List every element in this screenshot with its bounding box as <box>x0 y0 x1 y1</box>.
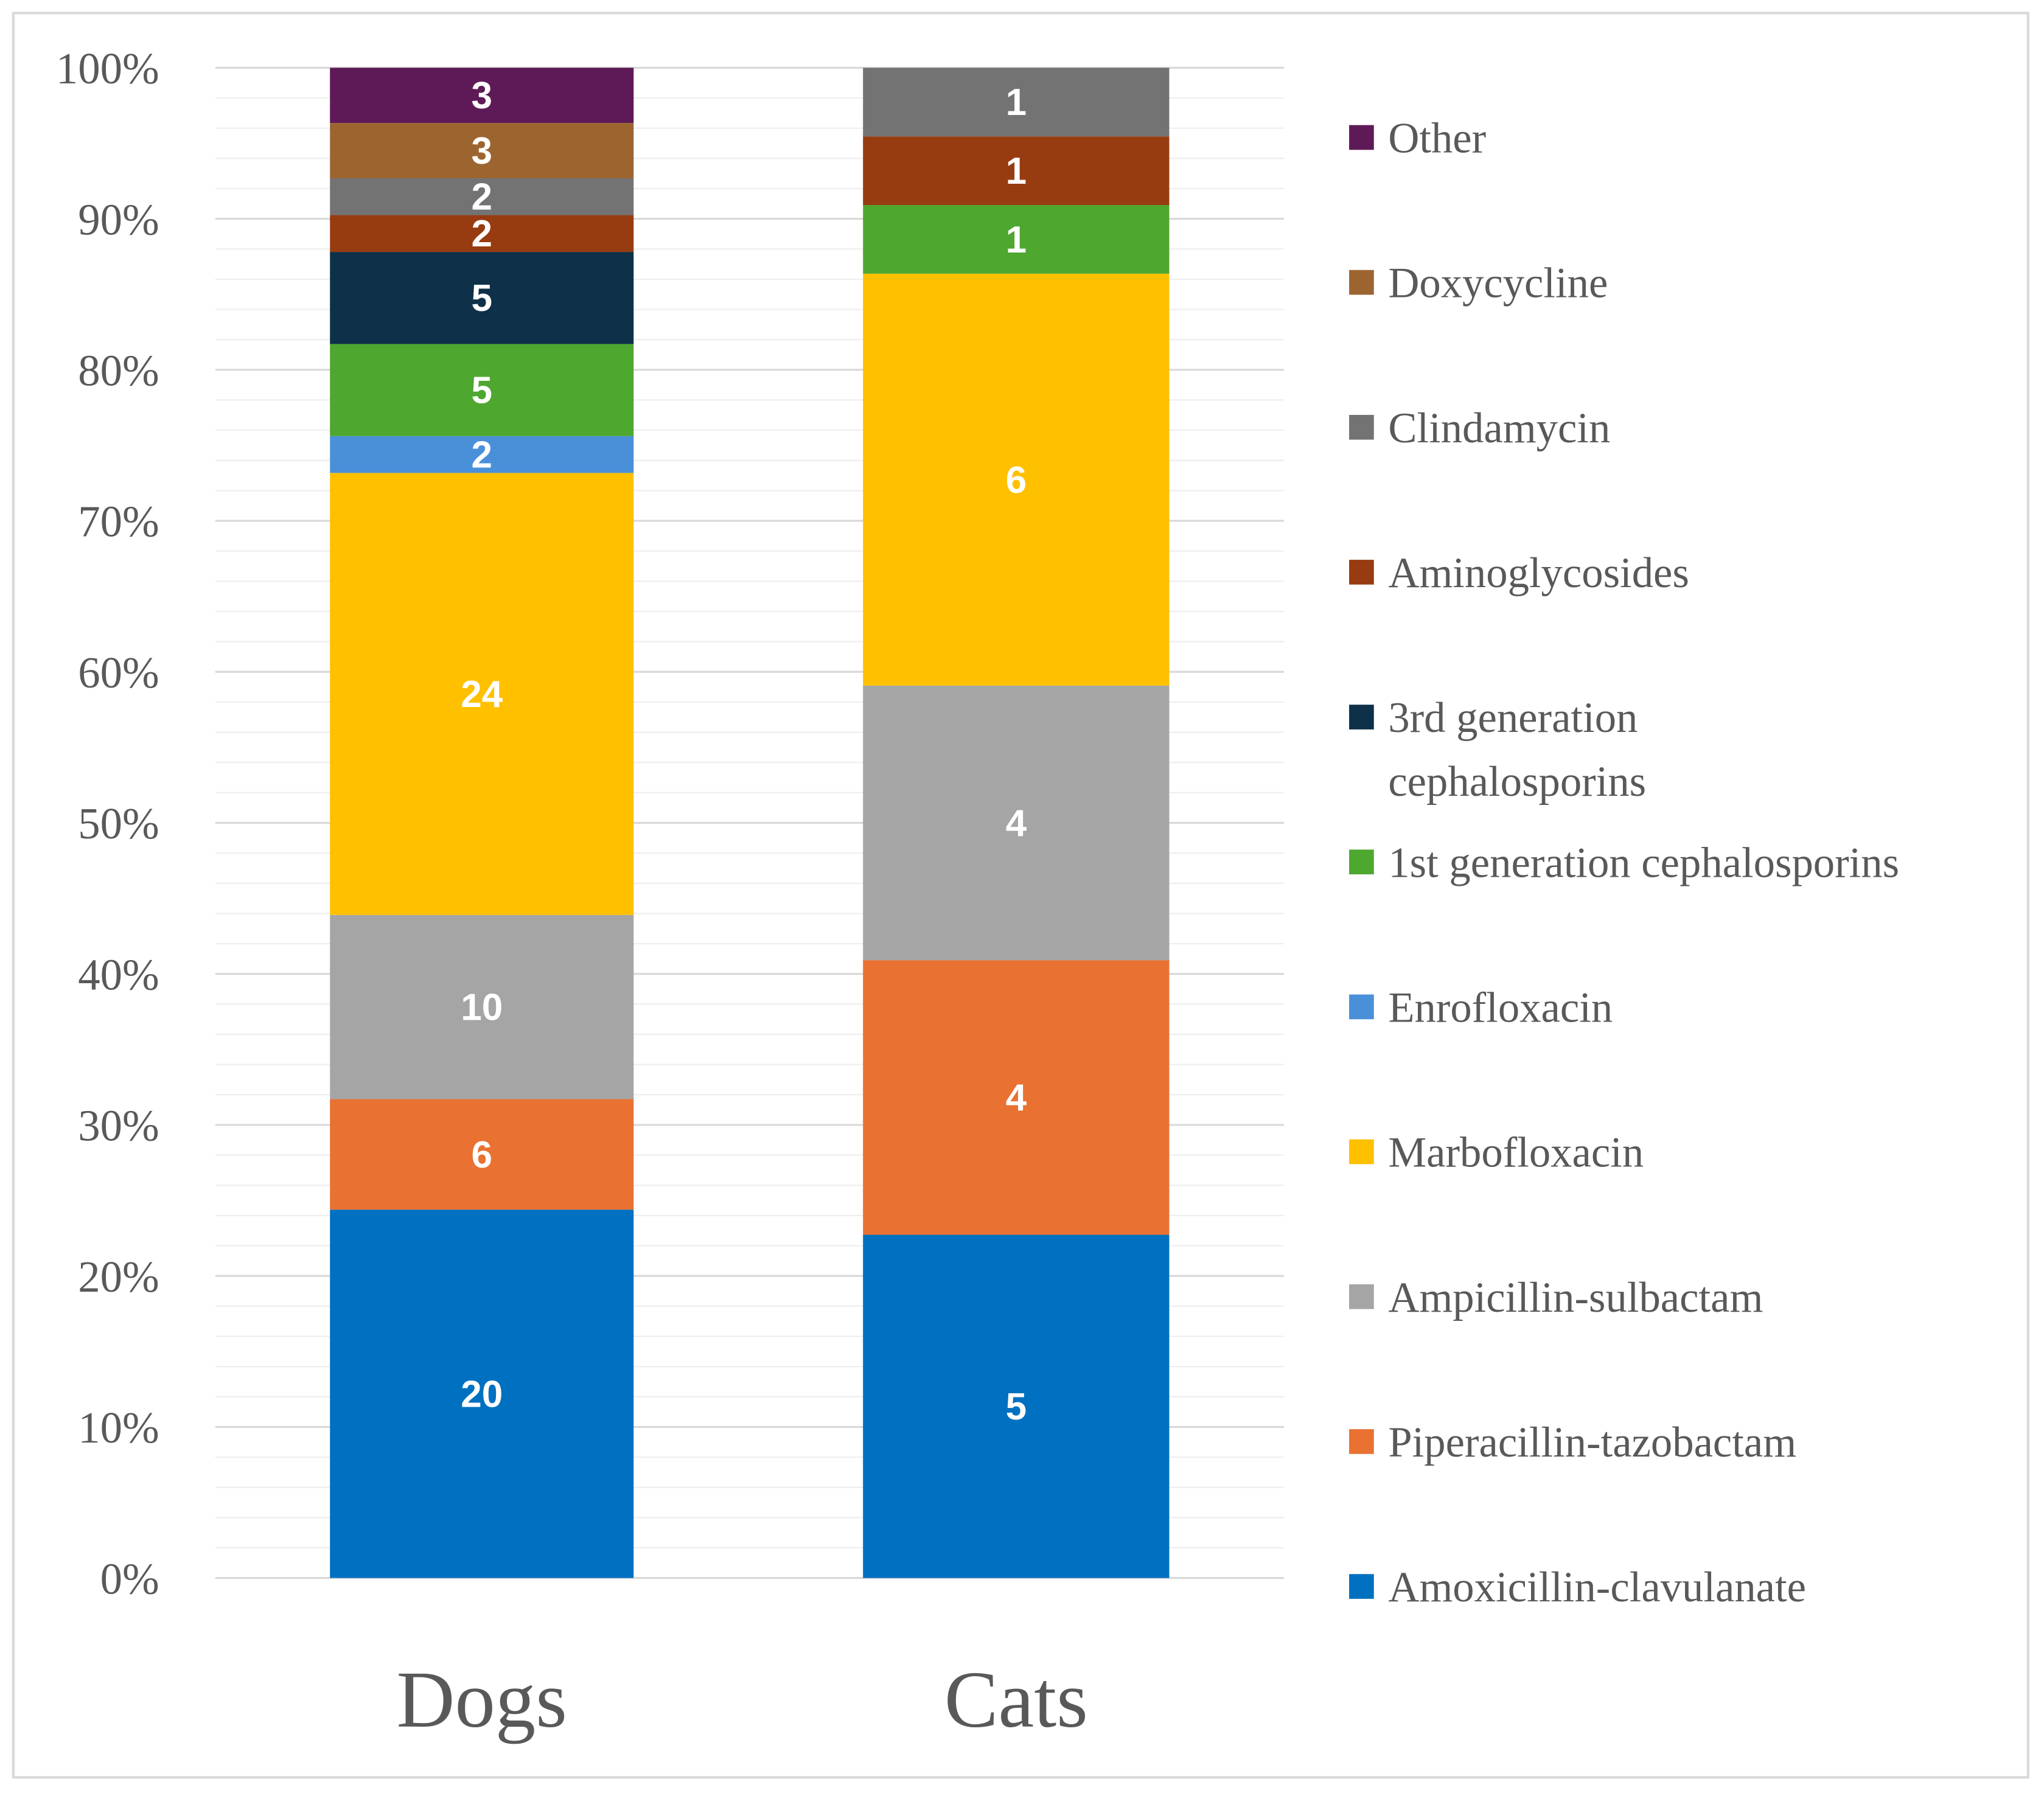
bar-segment <box>863 273 1170 686</box>
y-tick-label: 60% <box>78 648 159 697</box>
legend-swatch <box>1349 849 1374 875</box>
bar-segment <box>330 1210 634 1578</box>
bar-segment <box>863 685 1170 961</box>
bar-segment <box>863 205 1170 274</box>
legend-label: 1st generation cephalosporins <box>1388 839 1899 886</box>
bar-segment <box>330 436 634 473</box>
bar-segment <box>330 1099 634 1210</box>
legend-swatch <box>1349 1574 1374 1599</box>
legend-swatch <box>1349 270 1374 295</box>
legend-label: Marbofloxacin <box>1388 1129 1644 1177</box>
legend-swatch <box>1349 1139 1374 1165</box>
legend-label: Doxycycline <box>1388 260 1608 307</box>
data-label: 4 <box>1006 802 1027 844</box>
bar-segment <box>330 344 634 436</box>
legend-label: Amoxicillin-clavulanate <box>1388 1564 1806 1611</box>
data-label: 2 <box>471 213 492 255</box>
bar-segment <box>330 252 634 344</box>
y-tick-label: 100% <box>56 44 159 93</box>
data-label: 24 <box>461 674 503 715</box>
data-label: 6 <box>471 1134 492 1176</box>
bar-segment <box>863 136 1170 206</box>
legend-swatch <box>1349 1429 1374 1454</box>
y-tick-label: 10% <box>78 1403 159 1452</box>
data-label: 1 <box>1006 150 1027 192</box>
y-axis: 0% 10% 20% 30% 40% 50% 60% 70% 80% 90% 100% <box>56 44 159 1603</box>
data-label: 5 <box>1006 1386 1027 1428</box>
bar-segment <box>330 178 634 215</box>
data-label: 1 <box>1006 219 1027 261</box>
legend-label: cephalosporins <box>1388 758 1646 806</box>
bar-segment <box>330 215 634 252</box>
y-tick-label: 70% <box>78 497 159 546</box>
data-label: 3 <box>471 130 492 172</box>
legend-label: Clindamycin <box>1388 405 1610 452</box>
y-tick-label: 20% <box>78 1252 159 1301</box>
legend-swatch <box>1349 414 1374 440</box>
legend: Other Doxycycline Clindamycin Aminoglycosid… <box>1349 115 1899 1611</box>
bar-segment <box>330 914 634 1099</box>
legend-swatch <box>1349 705 1374 729</box>
bar-segment <box>863 68 1170 137</box>
legend-label: Enrofloxacin <box>1388 984 1613 1032</box>
y-tick-label: 80% <box>78 346 159 395</box>
y-tick-label: 30% <box>78 1101 159 1151</box>
legend-swatch <box>1349 1284 1374 1309</box>
legend-swatch <box>1349 125 1374 150</box>
data-label: 10 <box>461 987 503 1029</box>
legend-label: Piperacillin-tazobactam <box>1388 1419 1796 1466</box>
legend-swatch <box>1349 994 1374 1020</box>
legend-label: Other <box>1388 115 1486 162</box>
bar-segment <box>863 960 1170 1235</box>
legend-label: 3rd generation <box>1388 694 1638 742</box>
y-tick-label: 40% <box>78 950 159 999</box>
data-label: 2 <box>471 176 492 218</box>
data-label: 20 <box>461 1373 503 1415</box>
bar-segment <box>330 473 634 915</box>
x-category-label: Cats <box>944 1655 1088 1744</box>
data-label: 1 <box>1006 82 1027 124</box>
legend-label: Aminoglycosides <box>1388 549 1689 597</box>
bar-segment <box>863 1234 1170 1578</box>
legend-swatch <box>1349 560 1374 585</box>
bar-segment <box>330 123 634 178</box>
data-label: 2 <box>471 434 492 476</box>
x-category-label: Dogs <box>397 1655 567 1744</box>
data-label: 4 <box>1006 1077 1027 1119</box>
legend-label: Ampicillin-sulbactam <box>1388 1274 1763 1321</box>
y-tick-label: 0% <box>100 1554 159 1603</box>
bar-segment <box>330 68 634 124</box>
data-label: 3 <box>471 75 492 117</box>
data-label: 6 <box>1006 459 1027 501</box>
y-tick-label: 50% <box>78 799 159 848</box>
data-label: 5 <box>471 277 492 319</box>
x-axis: Dogs Cats <box>397 1655 1088 1744</box>
data-label: 5 <box>471 370 492 412</box>
y-tick-label: 90% <box>78 195 159 244</box>
